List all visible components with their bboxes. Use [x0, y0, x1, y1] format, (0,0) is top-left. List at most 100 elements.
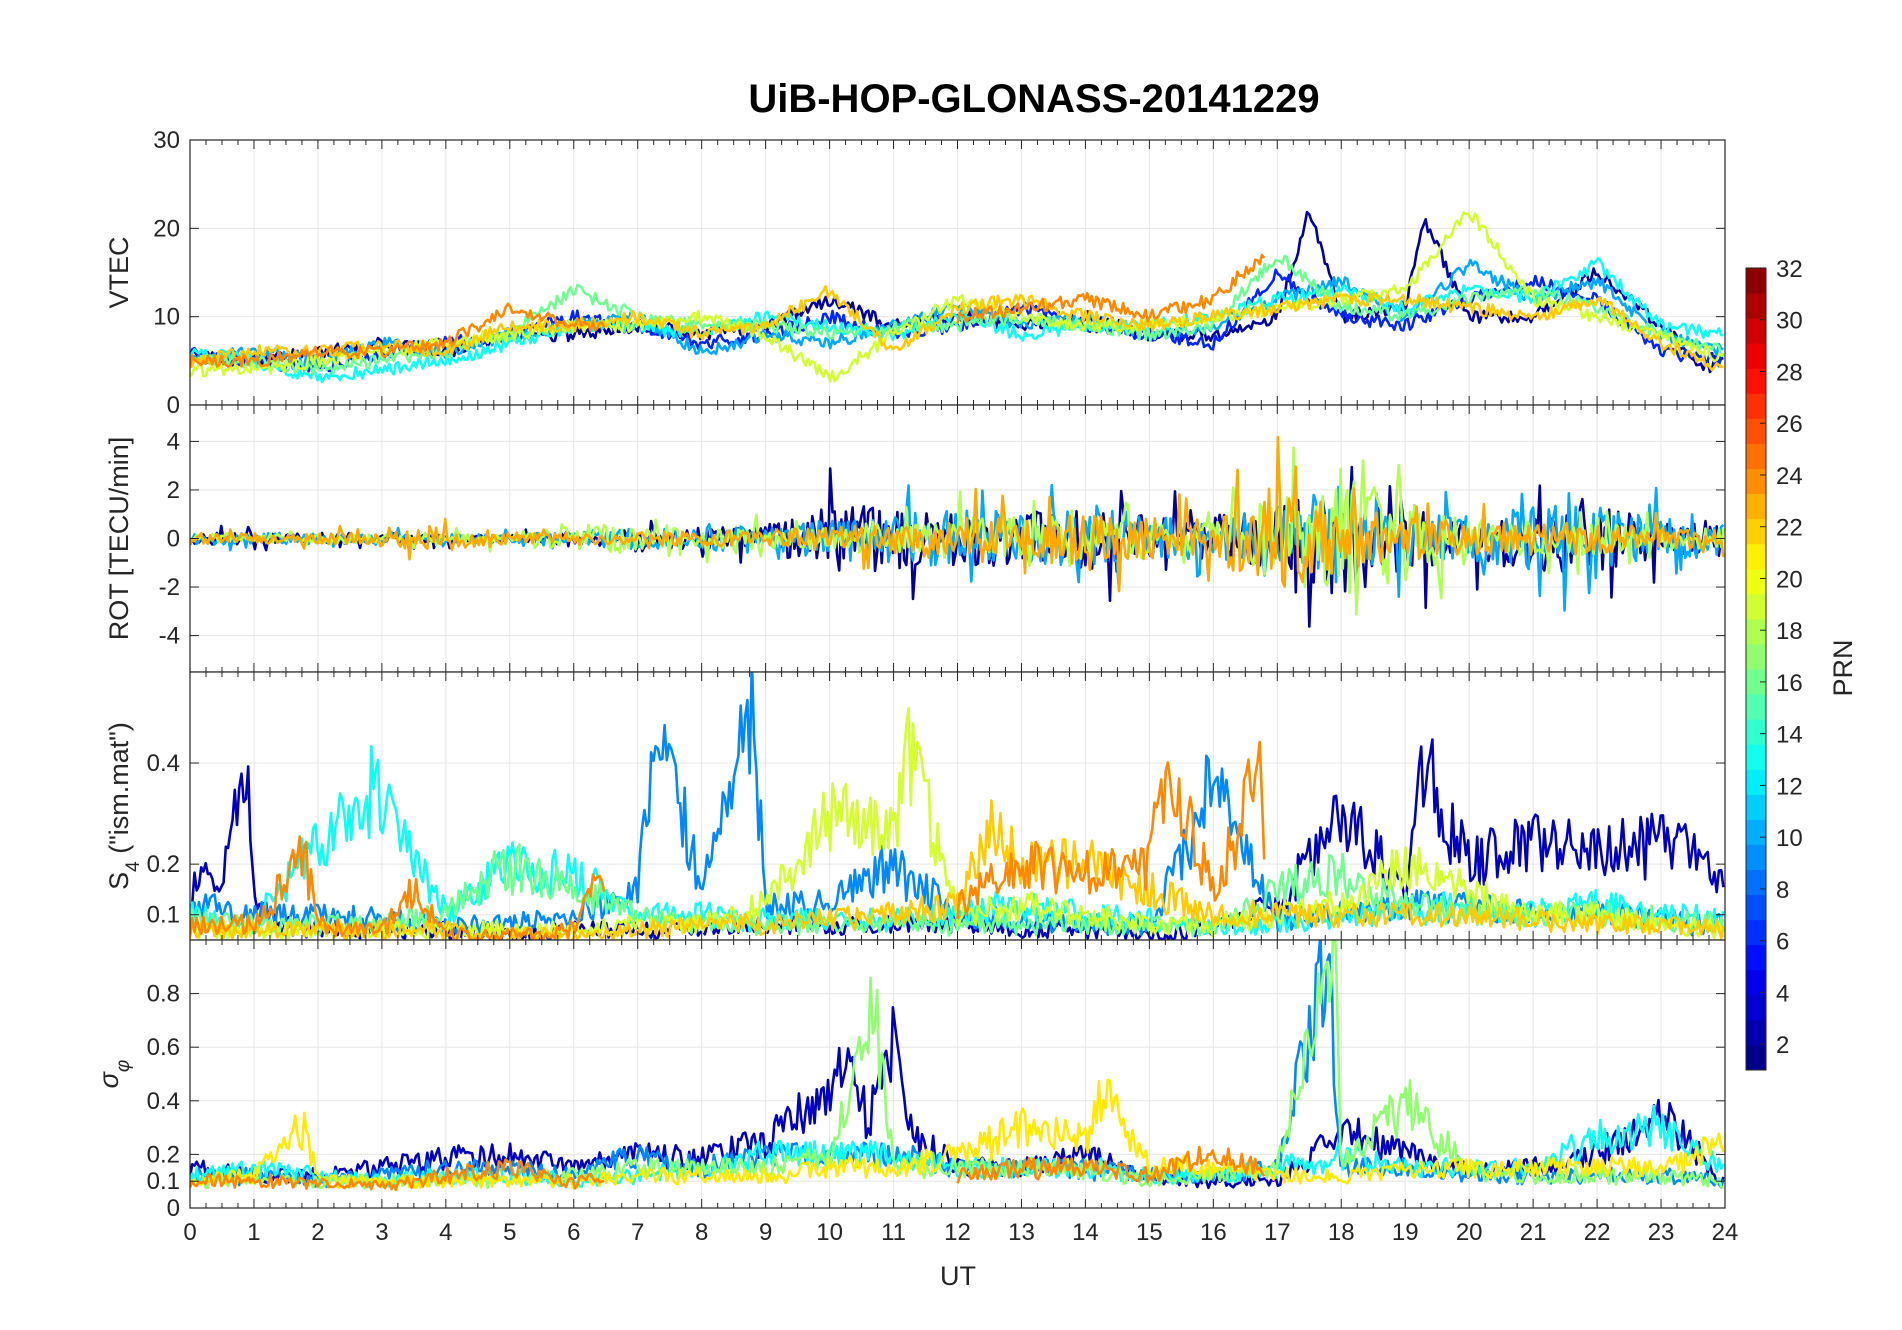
- colorbar-tick-label: 12: [1776, 773, 1803, 800]
- colorbar-tick-label: 16: [1776, 670, 1803, 697]
- colorbar-tick-label: 30: [1776, 308, 1803, 335]
- colorbar-tick-label: 2: [1776, 1032, 1789, 1059]
- panel-sigma-phi: 00.10.2 0.4 0.6 0.8 σφ: [94, 939, 1726, 1222]
- series-group: [190, 940, 1725, 1192]
- x-tick-label: 21: [1520, 1219, 1547, 1246]
- colorbar-tick-label: 20: [1776, 566, 1803, 593]
- colorbar-tick-label: 8: [1776, 877, 1789, 904]
- y-tick-label: 0.8: [147, 981, 180, 1008]
- colorbar-segment: [1746, 869, 1766, 896]
- series-line-prn-22: [190, 285, 1724, 372]
- x-tick-label: 24: [1712, 1219, 1739, 1246]
- colorbar-tick-label: 32: [1776, 256, 1803, 283]
- panel-s4: 0.1 0.2 0.4S4 ("ism.mat"): [104, 671, 1726, 941]
- chart-title: UiB-HOP-GLONASS-20141229: [748, 77, 1319, 121]
- colorbar-segment: [1746, 618, 1766, 645]
- colorbar-segment: [1746, 368, 1766, 394]
- panel-vtec: 0 10 20 30 VTEC: [104, 127, 1726, 419]
- colorbar-tick-label: 18: [1776, 618, 1803, 645]
- y-tick-label: 0.2: [147, 1141, 180, 1168]
- series-line-prn-19: [190, 211, 1724, 383]
- y-axis-label: σφ: [94, 1060, 134, 1089]
- x-tick-label: 17: [1264, 1219, 1291, 1246]
- series-line-prn-23: [190, 435, 1725, 593]
- x-axis: 0 1 2 3 4 5 6 7 8 9 10 11 12 13 14 15 16 17 18 19 20 21 22 23 24: [183, 1219, 1738, 1246]
- colorbar-segment: [1746, 643, 1766, 670]
- colorbar-segment: [1746, 343, 1766, 369]
- x-tick-label: 20: [1456, 1219, 1483, 1246]
- series-line-prn-13: [190, 256, 1724, 384]
- series-group: [190, 210, 1724, 384]
- y-tick-label: 2: [167, 477, 180, 504]
- y-tick-label: 0.4: [147, 1088, 180, 1115]
- colorbar-segment: [1746, 568, 1766, 595]
- panel-rot: -4 -2 0 2 4 ROT [TECU/min]: [104, 404, 1726, 673]
- series-line-prn-21: [190, 1078, 1725, 1190]
- colorbar-tick-label: 22: [1776, 515, 1803, 542]
- colorbar-tick-label: 14: [1776, 722, 1803, 749]
- y-tick-label: 0: [167, 526, 180, 553]
- colorbar-tick-label: 28: [1776, 359, 1803, 386]
- y-tick-label: 0.2: [147, 851, 180, 878]
- colorbar-tick-label: 6: [1776, 929, 1789, 956]
- y-tick-label: 20: [153, 215, 180, 242]
- colorbar-tick-label: 26: [1776, 411, 1803, 438]
- colorbar-segment: [1746, 819, 1766, 845]
- x-tick-label: 9: [759, 1219, 772, 1246]
- x-tick-label: 13: [1008, 1219, 1035, 1246]
- colorbar-segment: [1746, 894, 1766, 921]
- x-tick-label: 10: [816, 1219, 843, 1246]
- y-tick-label: -2: [159, 574, 180, 601]
- x-tick-label: 16: [1200, 1219, 1227, 1246]
- x-tick-label: 2: [311, 1219, 324, 1246]
- x-tick-label: 15: [1136, 1219, 1163, 1246]
- colorbar-segment: [1746, 1019, 1766, 1046]
- y-tick-label: 0: [167, 392, 180, 419]
- colorbar-label: PRN: [1828, 639, 1858, 696]
- colorbar-segment: [1746, 844, 1766, 870]
- y-tick-label: 0.4: [147, 750, 180, 777]
- colorbar-segment: [1746, 443, 1766, 469]
- colorbar-segment: [1746, 994, 1766, 1021]
- x-tick-label: 11: [881, 1219, 906, 1246]
- colorbar-segment: [1746, 543, 1766, 570]
- colorbar-segment: [1746, 293, 1766, 319]
- colorbar-segment: [1746, 719, 1766, 745]
- colorbar-tick-label: 10: [1776, 825, 1803, 852]
- colorbar-segment: [1746, 669, 1766, 695]
- y-tick-label: 30: [153, 127, 180, 154]
- series-line-prn-24: [956, 253, 1266, 324]
- colorbar-segment: [1746, 518, 1766, 545]
- colorbar-segment: [1746, 1044, 1766, 1071]
- y-axis-label: VTEC: [104, 236, 134, 308]
- colorbar-segment: [1746, 769, 1766, 795]
- x-tick-label: 14: [1072, 1219, 1099, 1246]
- colorbar-segment: [1746, 694, 1766, 720]
- x-tick-label: 7: [631, 1219, 644, 1246]
- x-tick-label: 0: [183, 1219, 196, 1246]
- series-line-prn-24: [190, 302, 606, 368]
- y-axis-label: S4 ("ism.mat"): [104, 722, 144, 890]
- series-group: [190, 435, 1725, 628]
- series-line-prn-24: [956, 740, 1266, 920]
- x-axis-label: UT: [940, 1261, 976, 1291]
- x-tick-label: 19: [1392, 1219, 1419, 1246]
- colorbar-segment: [1746, 468, 1766, 495]
- y-axis-label: ROT [TECU/min]: [104, 437, 134, 641]
- series-line-prn-24: [190, 1158, 605, 1192]
- x-tick-label: 22: [1584, 1219, 1611, 1246]
- y-tick-label: 0: [167, 1195, 180, 1222]
- colorbar-segment: [1746, 593, 1766, 620]
- colorbar-segment: [1746, 393, 1766, 419]
- y-tick-label: 4: [167, 428, 180, 455]
- colorbar-segment: [1746, 268, 1766, 294]
- y-tick-label: -4: [159, 623, 180, 650]
- colorbar-segment: [1746, 418, 1766, 444]
- series-line-prn-10: [190, 483, 1725, 612]
- colorbar-tick-label: 24: [1776, 463, 1803, 490]
- x-tick-label: 1: [247, 1219, 260, 1246]
- series-line-prn-24: [956, 1145, 1266, 1184]
